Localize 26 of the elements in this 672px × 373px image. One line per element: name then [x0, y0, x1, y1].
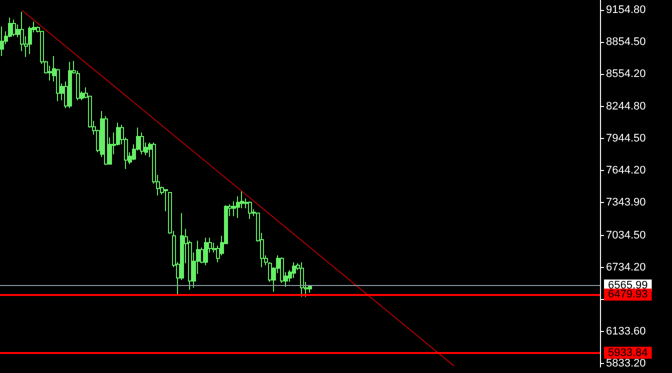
y-tick-label: 7644.20 [606, 164, 646, 177]
ref-line-label: 6565.99 [608, 279, 648, 292]
y-tick-label: 6133.60 [606, 325, 646, 338]
y-tick-label: 8244.80 [606, 100, 646, 113]
candlestick [204, 237, 208, 266]
candlestick [12, 19, 16, 37]
y-tick-label: 6734.20 [606, 262, 646, 274]
candlestick [292, 262, 296, 278]
y-tick-label: 9154.80 [606, 4, 646, 16]
y-tick-label: 8854.50 [606, 36, 646, 48]
candlestick [248, 200, 252, 220]
y-tick-label: 7343.90 [606, 196, 646, 209]
candlestick [0, 26, 4, 57]
y-tick-label: 7944.50 [606, 132, 646, 145]
candlestick [104, 115, 108, 166]
ref-line-label: 5933.84 [608, 346, 648, 359]
candlestick [280, 256, 284, 284]
candlestick [164, 189, 168, 212]
y-tick-label: 5833.20 [606, 357, 646, 370]
y-tick-label: 7034.50 [606, 230, 646, 242]
ref-line-label: 6479.93 [608, 288, 648, 301]
candlestick [300, 262, 304, 298]
y-tick-label: 8554.20 [606, 68, 646, 80]
candlestick [68, 61, 72, 109]
candlestick [236, 196, 240, 219]
candlestick [232, 200, 236, 217]
